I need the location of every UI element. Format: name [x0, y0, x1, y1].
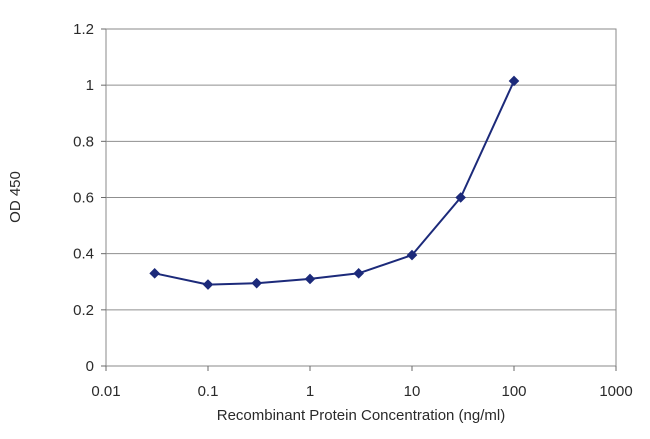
- data-point: [202, 279, 214, 290]
- y-tick-label: 0.8: [73, 133, 94, 150]
- y-tick-label: 1.2: [73, 21, 94, 38]
- y-axis-title: OD 450: [7, 171, 24, 223]
- x-tick-label: 1: [306, 383, 314, 400]
- y-tick-label: 0.4: [73, 246, 94, 263]
- y-tick-label: 0.2: [73, 302, 94, 319]
- y-tick-labels: 0 0.2 0.4 0.6 0.8 1 1.2: [73, 21, 94, 375]
- x-tick-label: 1000: [599, 383, 632, 400]
- x-tick-label: 0.1: [198, 383, 219, 400]
- data-point: [353, 268, 364, 279]
- x-tick-label: 100: [501, 383, 526, 400]
- y-tick-label: 0: [86, 358, 94, 375]
- y-tick-label: 0.6: [73, 190, 94, 207]
- data-series: [149, 75, 520, 290]
- x-tick-label: 10: [404, 383, 421, 400]
- x-tick-labels: 0.01 0.1 1 10 100 1000: [91, 383, 632, 400]
- y-tick-label: 1: [86, 77, 94, 94]
- data-point: [149, 268, 160, 279]
- gridlines: [101, 28, 617, 371]
- data-point: [304, 273, 316, 285]
- data-point: [455, 192, 466, 203]
- x-axis-title: Recombinant Protein Concentration (ng/ml…: [217, 407, 505, 424]
- x-tick-label: 0.01: [91, 383, 120, 400]
- data-point: [251, 277, 262, 289]
- series-line: [154, 80, 515, 286]
- data-point: [508, 75, 520, 87]
- data-point: [406, 249, 418, 261]
